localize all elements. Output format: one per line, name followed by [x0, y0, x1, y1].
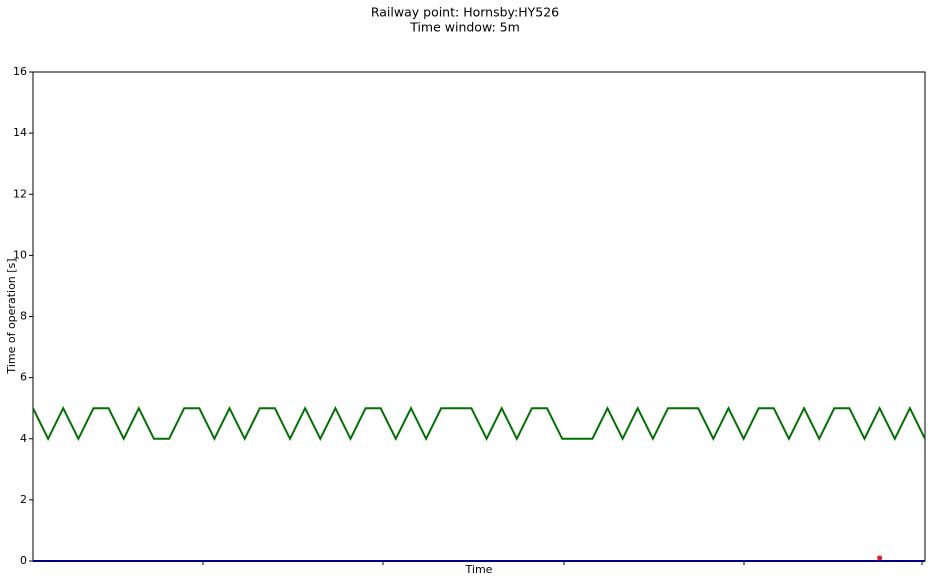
y-tick-label: 14 [13, 126, 27, 139]
y-tick-label: 10 [13, 248, 27, 261]
y-tick-label: 8 [20, 310, 27, 323]
y-tick-label: 0 [20, 554, 27, 567]
y-tick-label: 12 [13, 187, 27, 200]
chart-title: Railway point: Hornsby:HY526 [371, 5, 559, 20]
series-line [32, 405, 926, 442]
y-tick-label: 2 [20, 493, 27, 506]
y-axis-label: Time of operation [s] [5, 258, 18, 374]
x-axis-label: Time [465, 563, 493, 576]
y-tick-label: 16 [13, 65, 27, 78]
chart-subtitle: Time window: 5m [409, 20, 520, 35]
y-tick-label: 6 [20, 371, 27, 384]
y-tick-label: 4 [20, 432, 27, 445]
plot-frame [32, 71, 926, 562]
data-point [877, 555, 883, 561]
